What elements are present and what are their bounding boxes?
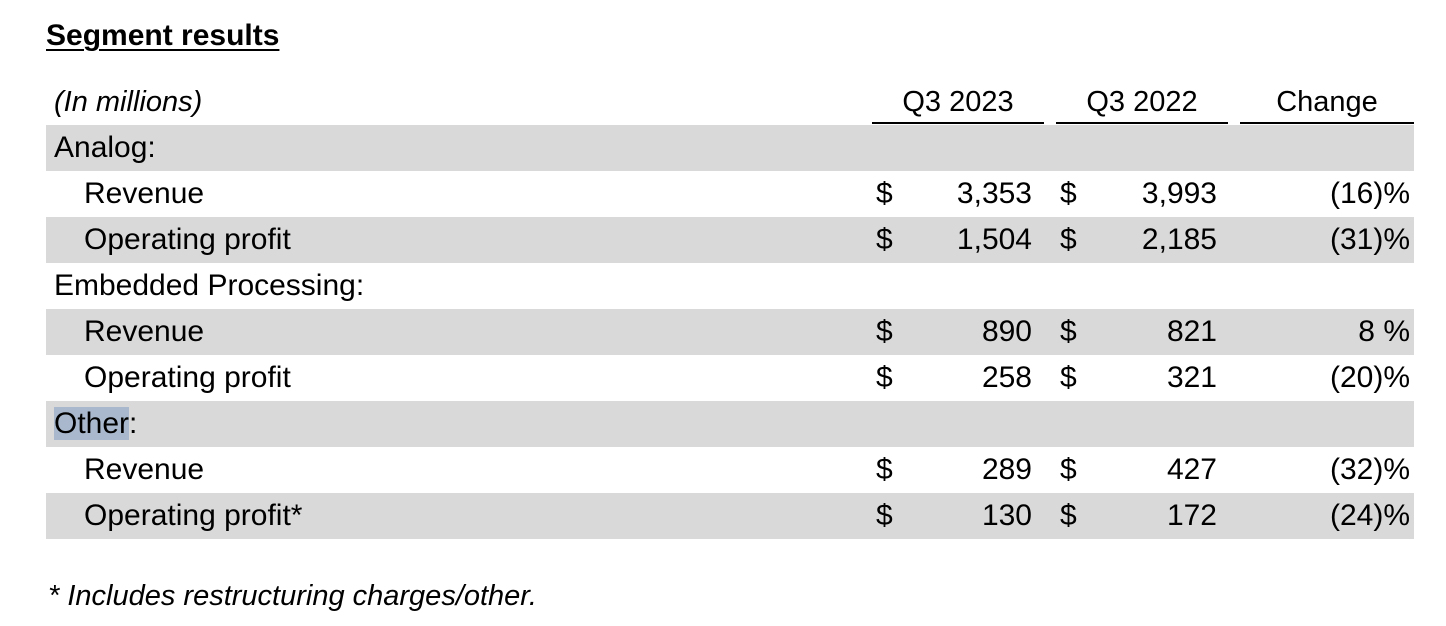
value-change: (16)%: [1329, 177, 1410, 210]
section-label: Embedded Processing:: [54, 269, 365, 302]
section-row-other: Other:: [46, 401, 1414, 447]
value-q3-2022: 3,993: [1141, 177, 1217, 210]
units-label: (In millions): [54, 86, 203, 118]
currency-symbol: $: [1060, 223, 1077, 256]
table-header: (In millions) Q3 2023 Q3 2022 Change: [46, 80, 1414, 126]
value-change: 8 %: [1358, 315, 1410, 348]
currency-symbol: $: [876, 177, 893, 210]
currency-symbol: $: [876, 315, 893, 348]
value-change: (31)%: [1329, 223, 1410, 256]
row-label: Operating profit*: [84, 499, 303, 532]
column-header-q3-2023: Q3 2023: [872, 84, 1044, 124]
section-name: Embedded Processing: [54, 269, 356, 302]
row-label: Operating profit: [84, 361, 291, 394]
value-q3-2022: 2,185: [1141, 223, 1217, 256]
section-name: Analog: [54, 131, 148, 164]
value-q3-2022: 427: [1166, 453, 1217, 486]
section-row-embedded-processing: Embedded Processing:: [46, 263, 1414, 309]
currency-symbol: $: [876, 361, 893, 394]
row-label: Revenue: [84, 315, 205, 348]
currency-symbol: $: [876, 499, 893, 532]
currency-symbol: $: [1060, 315, 1077, 348]
row-label: Revenue: [84, 453, 205, 486]
value-change: (24)%: [1329, 499, 1410, 532]
value-q3-2023: 289: [981, 453, 1032, 486]
column-header-change: Change: [1240, 84, 1414, 124]
currency-symbol: $: [1060, 453, 1077, 486]
value-q3-2022: 172: [1166, 499, 1217, 532]
currency-symbol: $: [1060, 361, 1077, 394]
value-q3-2023: 1,504: [956, 223, 1032, 256]
row-label: Operating profit: [84, 223, 291, 256]
currency-symbol: $: [876, 453, 893, 486]
value-change: (20)%: [1329, 361, 1410, 394]
value-q3-2023: 3,353: [956, 177, 1032, 210]
table-row: Revenue $ 890 $ 821 8 %: [46, 309, 1414, 355]
section-label: Analog:: [54, 131, 156, 164]
value-q3-2023: 130: [981, 499, 1032, 532]
segment-results-table: Analog: Revenue $ 3,353 $ 3,993 (16)% Op…: [46, 125, 1414, 539]
section-label: Other:: [54, 407, 138, 440]
currency-symbol: $: [1060, 499, 1077, 532]
table-row: Operating profit $ 1,504 $ 2,185 (31)%: [46, 217, 1414, 263]
table-row: Operating profit* $ 130 $ 172 (24)%: [46, 493, 1414, 539]
value-q3-2023: 890: [981, 315, 1032, 348]
section-name-highlighted[interactable]: Other: [54, 407, 130, 440]
value-change: (32)%: [1329, 453, 1410, 486]
currency-symbol: $: [1060, 177, 1077, 210]
value-q3-2022: 821: [1166, 315, 1217, 348]
table-row: Operating profit $ 258 $ 321 (20)%: [46, 355, 1414, 401]
row-label: Revenue: [84, 177, 205, 210]
column-header-q3-2022: Q3 2022: [1056, 84, 1228, 124]
table-row: Revenue $ 289 $ 427 (32)%: [46, 447, 1414, 493]
section-row-analog: Analog:: [46, 125, 1414, 171]
value-q3-2022: 321: [1166, 361, 1217, 394]
page-title: Segment results: [46, 19, 280, 52]
footnote: * Includes restructuring charges/other.: [48, 580, 537, 612]
value-q3-2023: 258: [981, 361, 1032, 394]
currency-symbol: $: [876, 223, 893, 256]
table-row: Revenue $ 3,353 $ 3,993 (16)%: [46, 171, 1414, 217]
